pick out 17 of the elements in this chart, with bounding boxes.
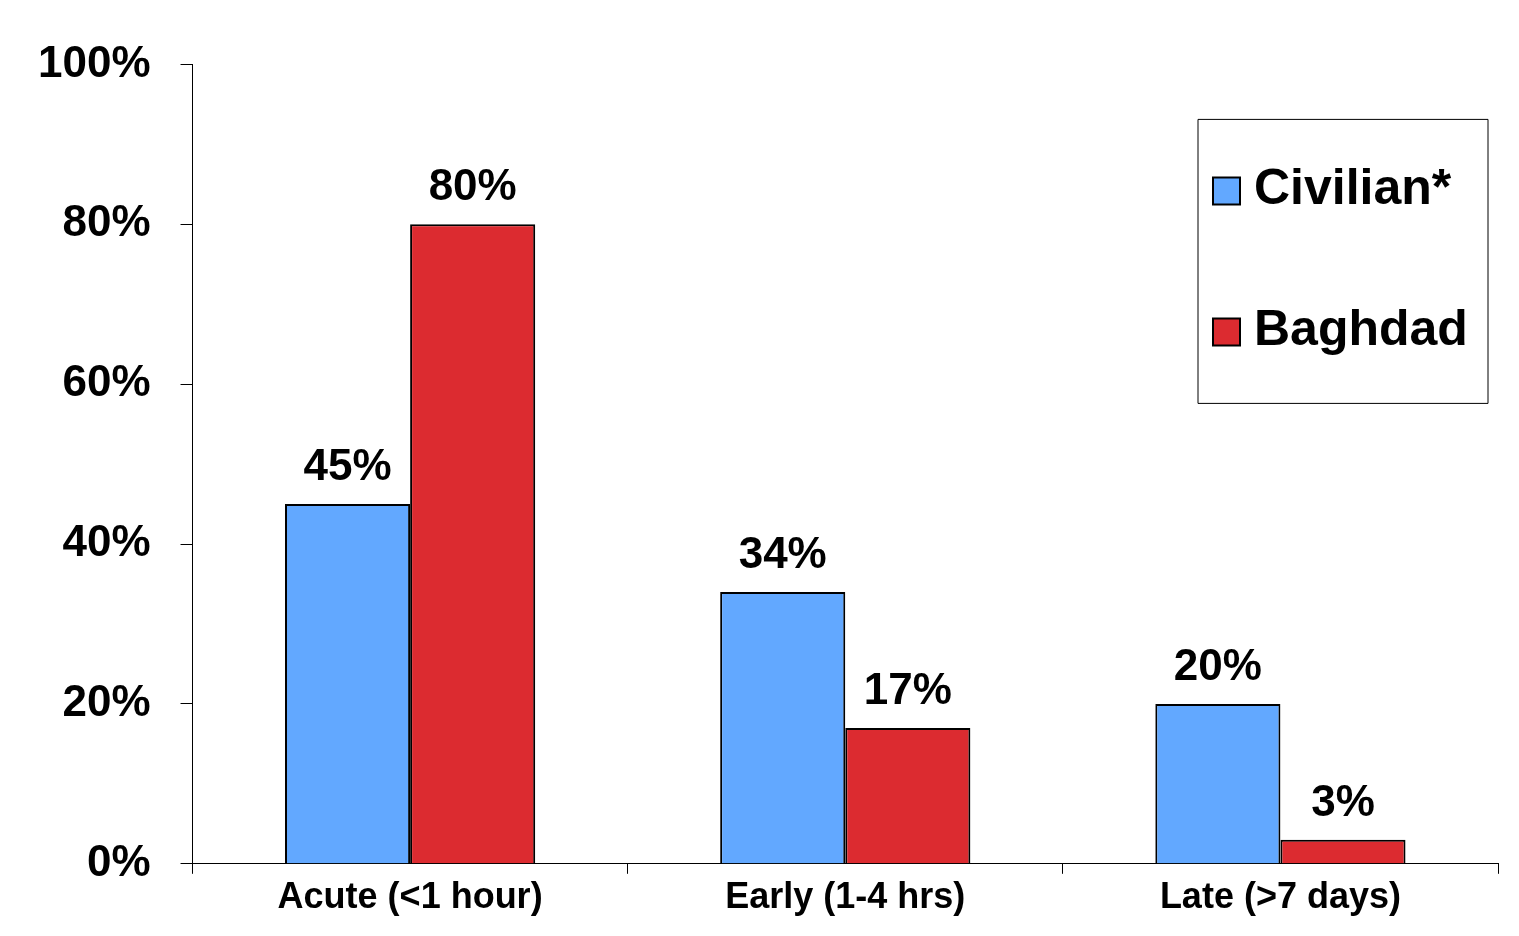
data-label: 20% bbox=[1173, 640, 1262, 690]
y-tick-label: 20% bbox=[62, 676, 151, 726]
legend-label: Civilian* bbox=[1254, 159, 1452, 216]
x-tick-label: Early (1-4 hrs) bbox=[725, 875, 966, 917]
y-tick-label: 40% bbox=[62, 516, 151, 566]
data-label: 17% bbox=[863, 664, 952, 714]
data-label: 3% bbox=[1311, 775, 1375, 825]
x-tick-label: Late (>7 days) bbox=[1159, 875, 1401, 917]
y-tick-label: 0% bbox=[86, 835, 151, 885]
data-label: 34% bbox=[738, 528, 827, 578]
data-label: 45% bbox=[303, 440, 392, 490]
legend-label: Baghdad bbox=[1254, 300, 1468, 357]
y-tick-label: 100% bbox=[37, 36, 151, 86]
y-tick-label: 80% bbox=[62, 196, 151, 246]
data-label: 80% bbox=[428, 160, 517, 210]
y-tick-label: 60% bbox=[62, 356, 151, 406]
x-tick-label: Acute (<1 hour) bbox=[277, 875, 543, 917]
